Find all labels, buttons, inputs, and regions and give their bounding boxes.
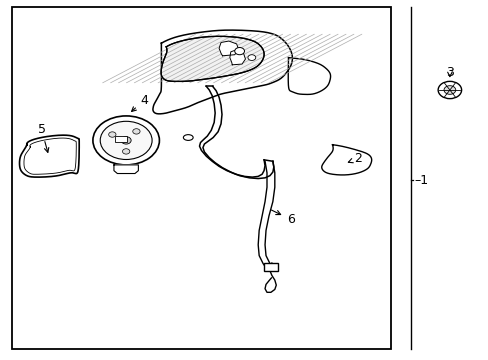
Circle shape	[437, 81, 461, 99]
Polygon shape	[219, 41, 238, 56]
Polygon shape	[287, 58, 330, 94]
Circle shape	[93, 116, 159, 165]
Polygon shape	[229, 50, 245, 65]
Text: –1: –1	[414, 174, 428, 186]
Polygon shape	[161, 36, 264, 81]
Circle shape	[133, 129, 140, 134]
Text: 4: 4	[131, 94, 148, 112]
Bar	[12, 7, 390, 349]
Text: 3: 3	[445, 66, 453, 78]
Circle shape	[100, 121, 152, 159]
Circle shape	[122, 149, 129, 154]
Circle shape	[247, 55, 255, 60]
Text: 6: 6	[271, 210, 294, 226]
Text: 2: 2	[347, 152, 362, 165]
Circle shape	[234, 48, 244, 55]
Polygon shape	[114, 165, 138, 174]
Polygon shape	[153, 30, 292, 114]
Ellipse shape	[183, 135, 193, 140]
Text: 5: 5	[38, 123, 49, 152]
Circle shape	[443, 86, 455, 94]
Polygon shape	[199, 86, 273, 179]
Circle shape	[121, 137, 131, 144]
Polygon shape	[20, 135, 79, 177]
Bar	[264, 263, 277, 271]
Circle shape	[108, 132, 116, 137]
Polygon shape	[321, 145, 371, 175]
FancyBboxPatch shape	[115, 136, 127, 142]
